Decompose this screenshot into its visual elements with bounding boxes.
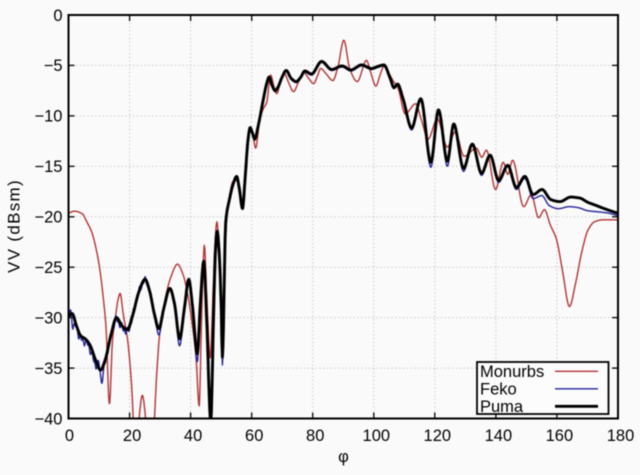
svg-text:Feko: Feko [480, 381, 517, 399]
svg-text:20: 20 [123, 427, 141, 445]
svg-text:60: 60 [245, 427, 263, 445]
svg-text:−30: −30 [35, 309, 63, 327]
svg-text:−15: −15 [35, 158, 63, 176]
svg-text:180: 180 [607, 427, 635, 445]
svg-text:−10: −10 [35, 108, 63, 126]
svg-text:Puma: Puma [480, 398, 524, 416]
svg-text:−20: −20 [35, 209, 63, 227]
svg-text:−5: −5 [44, 57, 63, 75]
svg-text:−25: −25 [35, 259, 63, 277]
svg-text:140: 140 [485, 427, 513, 445]
svg-text:40: 40 [184, 427, 202, 445]
svg-text:80: 80 [306, 427, 324, 445]
svg-text:φ: φ [338, 448, 349, 466]
svg-text:VV (dBsm): VV (dBsm) [5, 179, 24, 273]
svg-text:160: 160 [546, 427, 574, 445]
svg-text:−35: −35 [35, 360, 63, 378]
svg-text:100: 100 [363, 427, 391, 445]
svg-text:−40: −40 [35, 410, 63, 428]
svg-text:0: 0 [65, 427, 74, 445]
svg-text:Monurbs: Monurbs [480, 363, 544, 381]
svg-text:0: 0 [53, 7, 62, 25]
svg-text:120: 120 [424, 427, 452, 445]
